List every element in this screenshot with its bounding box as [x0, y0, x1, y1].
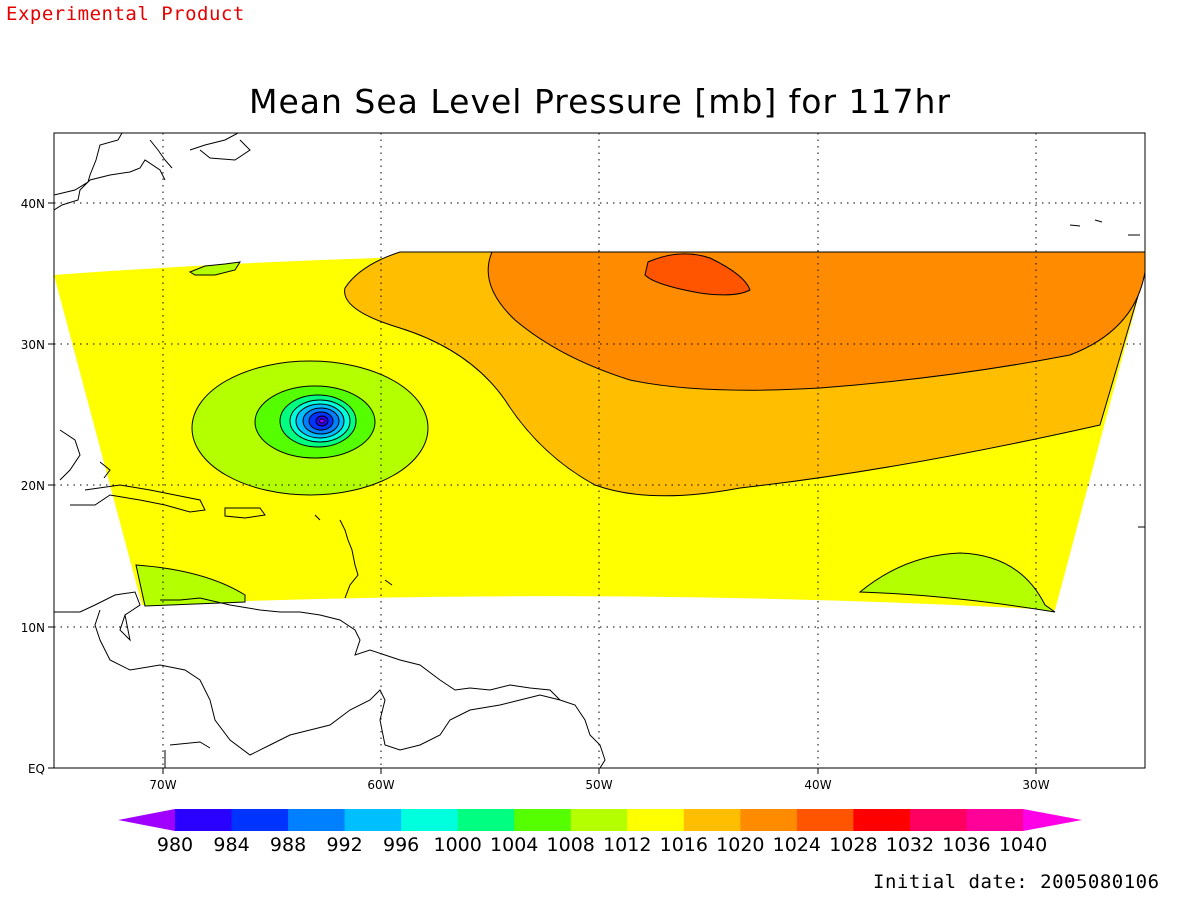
colorbar-label: 980 [157, 834, 193, 856]
colorbar-swatch [401, 809, 459, 831]
map-title: Mean Sea Level Pressure [mb] for 117hr [248, 82, 952, 121]
colorbar-label: 996 [383, 834, 419, 856]
lon-label: 70W [149, 778, 176, 792]
colorbar-swatch [966, 809, 1024, 831]
lon-label: 50W [585, 778, 612, 792]
north-america-coast [54, 133, 251, 211]
lat-label: 20N [21, 479, 45, 493]
colorbar-swatch [514, 809, 572, 831]
colorbar-swatch [740, 809, 798, 831]
lat-labels: 40N 30N 20N 10N EQ [21, 197, 45, 776]
colorbar-swatch [627, 809, 685, 831]
tick-marks [48, 202, 1037, 774]
colorbar-label: 1012 [603, 834, 651, 856]
colorbar-label: 992 [326, 834, 362, 856]
lon-label: 40W [804, 778, 831, 792]
colorbar-arrow-high [1023, 809, 1082, 831]
colorbar-arrow-low [118, 809, 175, 831]
lon-label: 30W [1022, 778, 1049, 792]
colorbar-swatch [683, 809, 741, 831]
colorbar-swatch [231, 809, 289, 831]
hurricane-low [191, 360, 429, 496]
lat-label: 10N [21, 621, 45, 635]
colorbar-label: 1004 [490, 834, 538, 856]
coastlines [54, 133, 1145, 768]
pressure-field-1008-se [858, 552, 1056, 613]
eastern-atlantic-islands [1069, 219, 1145, 528]
pressure-field-1020 [487, 251, 1145, 391]
lat-label: 40N [21, 197, 45, 211]
colorbar-swatch [457, 809, 515, 831]
colorbar-label: 1036 [942, 834, 990, 856]
colorbar: 980 984 988 992 996 1000 1004 1008 1012 1016 1020 1… [118, 809, 1082, 856]
colorbar-swatch [175, 809, 233, 831]
colorbar-label: 1008 [547, 834, 595, 856]
colorbar-label: 988 [270, 834, 306, 856]
colorbar-label: 1028 [829, 834, 877, 856]
lat-label: EQ [28, 762, 45, 776]
south-america-coast [54, 591, 606, 768]
colorbar-label: 1032 [886, 834, 934, 856]
pressure-field-1024 [644, 253, 751, 296]
colorbar-swatch [288, 809, 346, 831]
colorbar-label: 1024 [773, 834, 821, 856]
caribbean-islands [59, 429, 393, 599]
colorbar-swatch [796, 809, 854, 831]
lon-label: 60W [367, 778, 394, 792]
colorbar-swatch [909, 809, 967, 831]
lon-labels: 70W 60W 50W 40W 30W [149, 778, 1049, 792]
colorbar-label: 984 [213, 834, 249, 856]
colorbar-swatch [344, 809, 402, 831]
colorbar-swatch [570, 809, 628, 831]
lat-label: 30N [21, 338, 45, 352]
bermuda-island [188, 261, 241, 276]
colorbar-label: 1020 [716, 834, 764, 856]
colorbar-label: 1000 [433, 834, 481, 856]
experimental-product-label: Experimental Product [6, 3, 245, 25]
colorbar-label: 1016 [660, 834, 708, 856]
colorbar-swatch [853, 809, 911, 831]
map-field [54, 251, 1145, 613]
colorbar-label: 1040 [999, 834, 1047, 856]
initial-date-label: Initial date: 2005080106 [873, 871, 1160, 893]
